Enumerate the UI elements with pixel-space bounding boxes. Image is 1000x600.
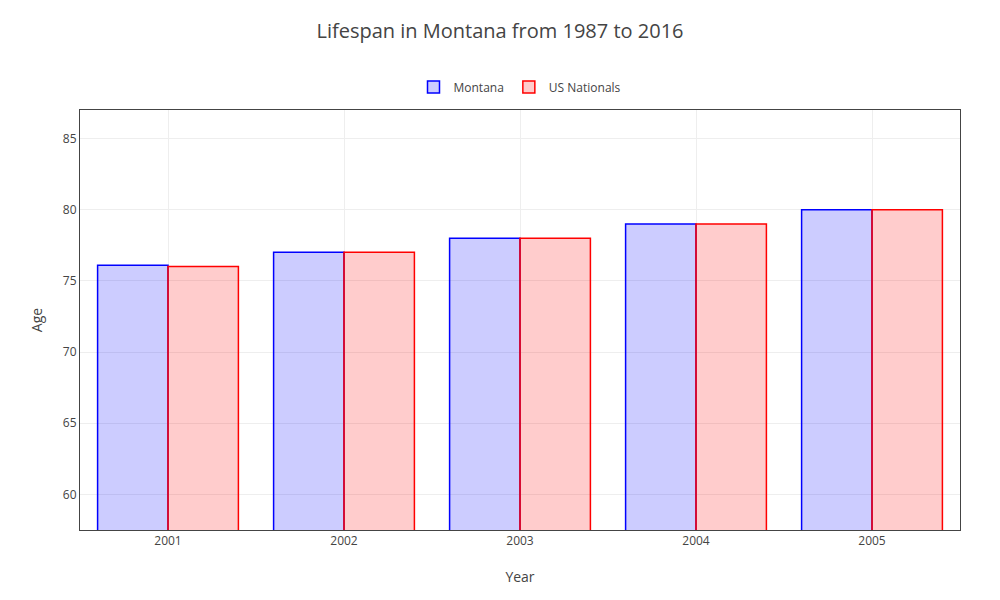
svg-text:2001: 2001: [154, 532, 181, 549]
svg-text:Montana: Montana: [454, 79, 504, 96]
svg-text:70: 70: [63, 343, 77, 360]
svg-text:65: 65: [63, 414, 77, 431]
svg-text:80: 80: [63, 201, 77, 218]
svg-text:Age: Age: [27, 308, 46, 332]
svg-text:2003: 2003: [506, 532, 534, 549]
svg-text:2002: 2002: [330, 532, 358, 549]
svg-text:2004: 2004: [682, 532, 710, 549]
svg-text:2005: 2005: [858, 532, 886, 549]
svg-text:US Nationals: US Nationals: [549, 79, 621, 96]
svg-text:Year: Year: [505, 567, 534, 586]
svg-text:85: 85: [63, 130, 77, 147]
svg-text:60: 60: [63, 486, 77, 503]
svg-text:Lifespan in Montana from 1987: Lifespan in Montana from 1987 to 2016: [316, 17, 683, 44]
svg-text:75: 75: [63, 272, 77, 289]
